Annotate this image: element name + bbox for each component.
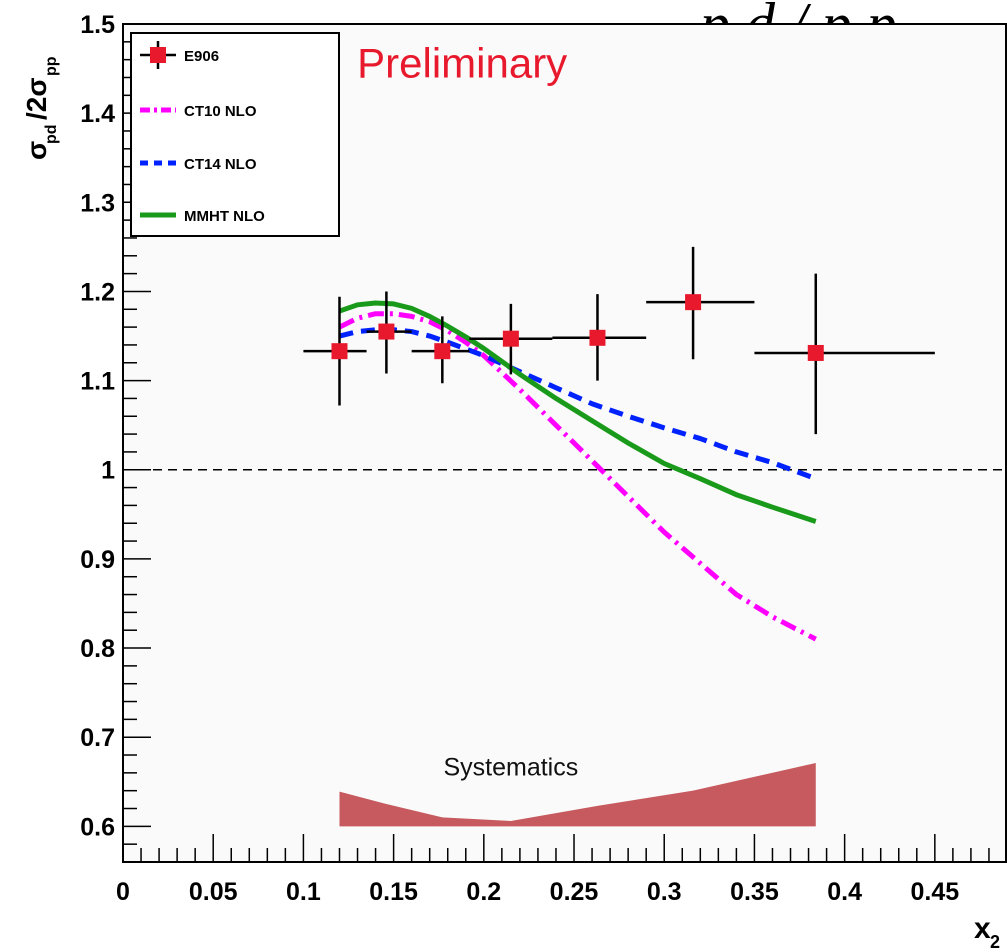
y-axis-label-sigma-pd: σ <box>21 141 52 160</box>
x-axis-label-subscript: 2 <box>990 932 1000 952</box>
legend-swatch-marker <box>150 47 166 63</box>
legend-box <box>130 32 340 237</box>
data-point-marker <box>685 294 702 311</box>
y-axis-label-sub-pd: pd <box>43 124 60 144</box>
data-point-marker <box>807 344 824 361</box>
mmht-nlo-curve <box>338 300 817 524</box>
x-tick-label: 0.45 <box>911 878 960 906</box>
x-tick-label: 0.1 <box>286 878 321 906</box>
x-tick-label: 0 <box>116 878 130 906</box>
legend-entry-label: CT10 NLO <box>184 103 257 120</box>
x-axis-label: x <box>974 912 991 945</box>
data-point-marker <box>502 330 519 347</box>
y-tick-label: 1.5 <box>80 11 115 39</box>
y-tick-label: 1 <box>101 457 115 485</box>
y-tick-label: 0.8 <box>80 635 115 663</box>
preliminary-label: Preliminary <box>357 39 567 86</box>
x-tick-label: 0.25 <box>550 878 599 906</box>
x-tick-label: 0.15 <box>369 878 418 906</box>
legend-entry-label: CT14 NLO <box>184 156 257 173</box>
y-tick-label: 1.4 <box>80 100 115 128</box>
data-point-marker <box>589 329 606 346</box>
x-tick-label: 0.2 <box>466 878 501 906</box>
legend-entry-label: MMHT NLO <box>184 208 265 225</box>
x-tick-label: 0.05 <box>189 878 238 906</box>
y-tick-label: 1.3 <box>80 189 115 217</box>
data-point-marker <box>378 323 395 340</box>
ct10-nlo-curve <box>338 311 817 642</box>
legend-entry-label: E906 <box>184 48 219 65</box>
y-tick-label: 1.1 <box>80 368 115 396</box>
systematics-band <box>339 763 816 827</box>
y-axis-label-sub-pp: pp <box>43 56 60 76</box>
y-tick-label: 1.2 <box>80 278 115 306</box>
y-axis-label-mid: /2σ <box>21 77 52 120</box>
y-tick-label: 0.7 <box>80 724 115 752</box>
systematics-label: Systematics <box>443 754 578 782</box>
data-point-marker <box>434 343 451 360</box>
x-tick-label: 0.35 <box>730 878 779 906</box>
y-tick-label: 0.9 <box>80 546 115 574</box>
x-tick-label: 0.4 <box>827 878 862 906</box>
data-point-marker <box>331 343 348 360</box>
y-tick-label: 0.6 <box>80 813 115 841</box>
x-tick-label: 0.3 <box>647 878 682 906</box>
